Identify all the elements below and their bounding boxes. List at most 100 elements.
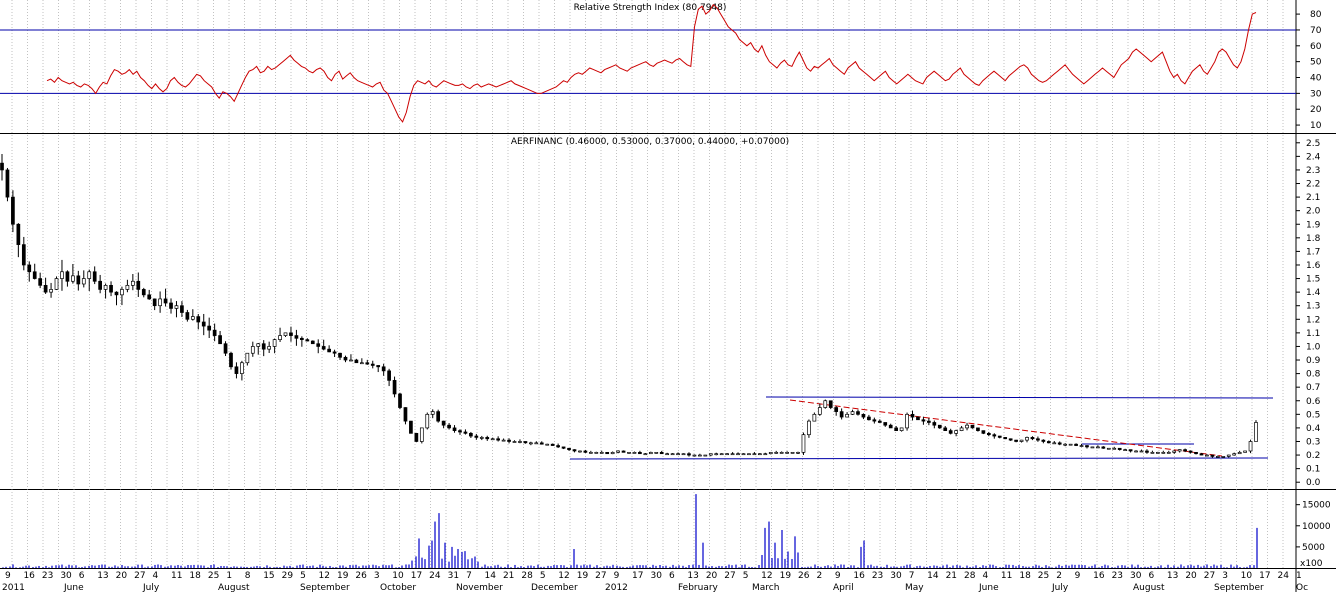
candle-body	[976, 427, 980, 431]
candle-body	[1117, 447, 1122, 450]
x-month-label: July	[1051, 583, 1069, 592]
price-tick-label: 1.2	[1306, 315, 1320, 325]
candle-body	[812, 413, 817, 422]
candle-body	[1128, 449, 1133, 452]
x-month-label: Oc	[1296, 583, 1308, 592]
price-tick-label: 0.4	[1306, 424, 1321, 434]
x-day-label: 10	[392, 571, 404, 581]
candle-body	[1161, 451, 1166, 454]
x-day-label: 15	[263, 571, 274, 581]
candle-body	[81, 278, 86, 285]
x-month-label: November	[456, 583, 503, 592]
candle-body	[992, 434, 997, 437]
price-tick-label: 2.4	[1306, 152, 1321, 162]
x-day-label: 10	[1241, 571, 1253, 581]
candle-body	[283, 332, 288, 336]
candle-body	[1063, 443, 1068, 446]
x-day-label: 9	[5, 571, 11, 581]
x-day-label: 6	[669, 571, 675, 581]
candle-body	[103, 284, 108, 290]
candle-body	[1096, 446, 1100, 449]
candle-body	[937, 424, 942, 429]
candle-body	[872, 419, 877, 422]
x-day-label: 23	[872, 571, 883, 581]
candle-body	[1166, 451, 1171, 454]
x-day-label: 28	[964, 571, 976, 581]
price-tick-label: 0.1	[1306, 465, 1320, 475]
candle-body	[534, 442, 539, 445]
candle-body	[752, 453, 757, 456]
x-day-label: 19	[577, 571, 589, 581]
candle-body	[305, 339, 310, 342]
candle-body	[1194, 451, 1198, 455]
volume-scale-marker: x100	[1300, 559, 1323, 569]
candle-body	[1030, 437, 1035, 440]
x-day-label: 27	[134, 571, 145, 581]
candle-body	[370, 363, 375, 366]
candle-body	[54, 278, 59, 290]
candle-body	[267, 346, 272, 350]
rsi-tick-label: 30	[1310, 89, 1322, 99]
candle-body	[496, 438, 500, 441]
candle-body	[441, 420, 446, 426]
candle-body	[648, 451, 653, 455]
candle-body	[125, 284, 130, 290]
x-month-label: July	[142, 583, 160, 592]
candle-body	[409, 420, 413, 434]
candle-body	[817, 407, 822, 415]
x-day-label: 16	[853, 571, 865, 581]
candle-body	[365, 362, 370, 365]
candle-body	[1112, 447, 1117, 450]
candle-body	[588, 451, 593, 454]
x-day-label: 24	[429, 571, 441, 581]
price-tick-label: 0.0	[1306, 478, 1321, 488]
x-day-label: 9	[614, 571, 620, 581]
volume-bars	[2, 494, 1258, 568]
candle-body	[1085, 445, 1089, 448]
candle-body	[289, 332, 293, 336]
candle-body	[376, 365, 381, 368]
candle-body	[529, 442, 533, 445]
x-day-label: 1	[1296, 571, 1302, 581]
x-day-label: 8	[245, 571, 251, 581]
candle-body	[174, 305, 179, 309]
x-day-label: 1	[226, 571, 232, 581]
x-day-label: 6	[79, 571, 85, 581]
x-month-label: August	[218, 583, 250, 592]
candle-body	[1210, 454, 1215, 457]
candle-body	[387, 370, 391, 381]
candle-body	[458, 430, 462, 433]
rsi-tick-label: 40	[1310, 74, 1322, 84]
candle-body	[638, 451, 642, 455]
x-day-label: 13	[687, 571, 698, 581]
candle-body	[556, 445, 560, 448]
candle-body	[763, 453, 768, 456]
candle-body	[43, 284, 48, 293]
candle-body	[943, 427, 948, 431]
x-day-label: 30	[60, 571, 72, 581]
candle-body	[92, 271, 97, 282]
rsi-panel: Relative Strength Index (80.7948) 10 20 30…	[0, 3, 1322, 131]
candle-body	[1172, 450, 1177, 453]
price-tick-label: 0.7	[1306, 383, 1320, 393]
candle-body	[403, 407, 408, 422]
candle-body	[196, 316, 201, 323]
rsi-tick-label: 50	[1310, 58, 1322, 68]
candle-body	[703, 454, 708, 457]
candle-body	[1052, 442, 1057, 445]
candle-body	[888, 424, 893, 429]
candle-body	[501, 439, 506, 442]
candle-body	[965, 424, 969, 429]
x-day-label: 9	[835, 571, 841, 581]
candle-body	[71, 275, 75, 282]
x-month-label: 2012	[605, 583, 628, 592]
candle-body	[343, 356, 348, 361]
price-tick-label: 2.0	[1306, 207, 1321, 217]
candle-body	[190, 316, 195, 320]
x-day-label: 11	[171, 571, 182, 581]
candle-body	[1226, 454, 1231, 457]
candle-body	[610, 451, 615, 455]
rsi-title: Relative Strength Index (80.7948)	[574, 3, 727, 13]
candle-body	[681, 453, 686, 456]
